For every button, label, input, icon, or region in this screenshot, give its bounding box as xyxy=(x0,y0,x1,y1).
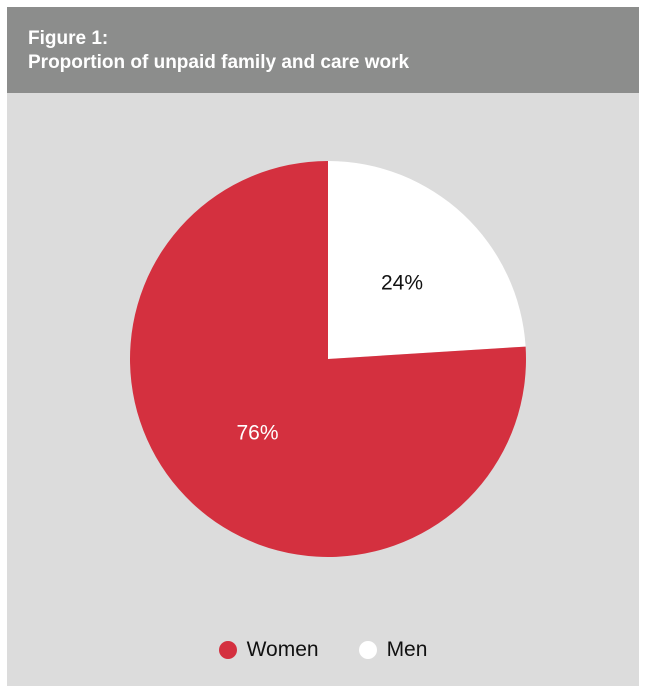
pie-label-men: 24% xyxy=(381,271,423,294)
chart-legend: Women Men xyxy=(7,635,639,665)
legend-label-women: Women xyxy=(246,638,319,661)
figure-panel: Figure 1: Proportion of unpaid family an… xyxy=(7,7,639,686)
legend-item-men: Men xyxy=(358,638,428,662)
legend-swatch-women xyxy=(218,641,237,659)
figure-header: Figure 1: Proportion of unpaid family an… xyxy=(7,7,639,93)
figure-title: Proportion of unpaid family and care wor… xyxy=(28,52,410,73)
legend-label-men: Men xyxy=(386,638,428,661)
pie-chart: 24% 76% xyxy=(129,161,526,557)
pie-slice-women xyxy=(129,161,526,557)
legend-swatch-men xyxy=(358,641,377,659)
pie-slice-men xyxy=(328,161,526,359)
figure-label: Figure 1: xyxy=(28,28,109,49)
legend-item-women: Women xyxy=(218,638,319,662)
pie-label-women: 76% xyxy=(237,422,279,445)
